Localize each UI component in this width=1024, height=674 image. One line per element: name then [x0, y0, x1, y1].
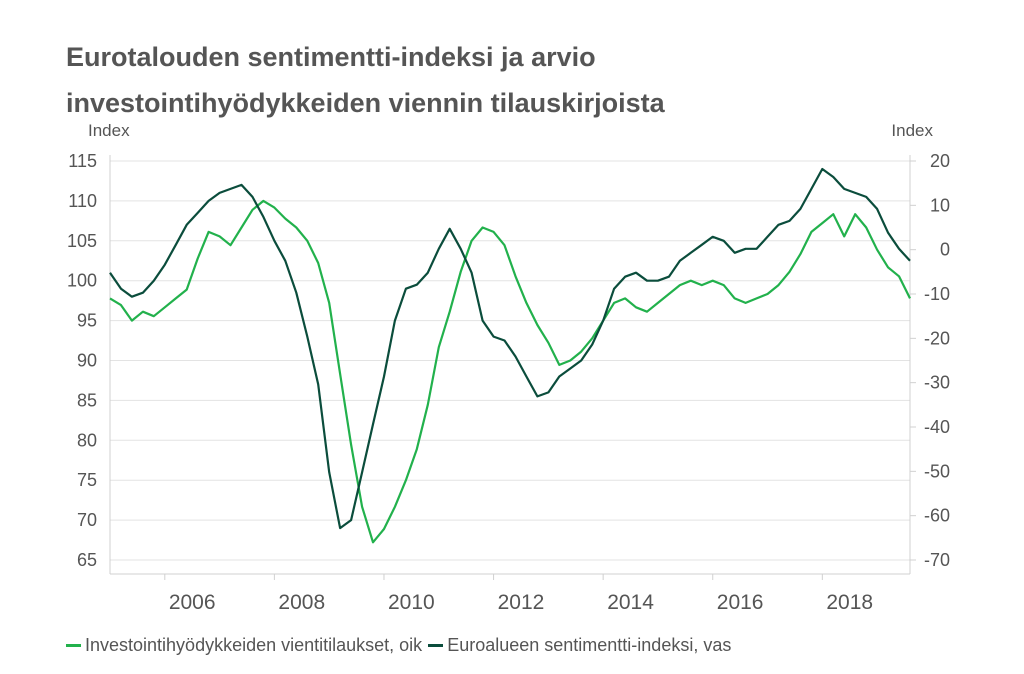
right-axis-tick-label: -10 — [924, 284, 950, 304]
x-axis-tick-label: 2016 — [717, 591, 764, 614]
left-axis-tick-label: 65 — [77, 550, 97, 570]
legend: Investointihyödykkeiden vientitilaukset,… — [66, 632, 731, 658]
x-axis-tick-label: 2012 — [498, 591, 545, 614]
left-axis-tick-label: 105 — [67, 231, 97, 251]
left-axis-tick-label: 85 — [77, 390, 97, 410]
chart-title-line-1: Eurotalouden sentimentti-indeksi ja arvi… — [66, 42, 596, 72]
legend-swatch-export-orders — [66, 643, 81, 647]
right-axis-unit-label: Index — [891, 121, 933, 140]
left-axis-tick-label: 95 — [77, 311, 97, 331]
x-axis-ticks: 2006 2008 2010 2012 2014 2016 2018 — [164, 574, 873, 614]
right-axis-tick-label: 20 — [930, 151, 950, 171]
x-axis-tick-label: 2018 — [826, 591, 873, 614]
left-axis-tick-label: 80 — [77, 430, 97, 450]
left-axis-tick-label: 90 — [77, 351, 97, 371]
left-axis-ticks: 115 110 105 100 95 90 85 80 75 70 65 — [67, 151, 97, 570]
axes — [109, 155, 911, 575]
series-line-sentiment-index — [109, 167, 911, 530]
legend-label-sentiment-index: Euroalueen sentimentti-indeksi, vas — [447, 634, 732, 655]
left-axis-tick-label: 115 — [68, 151, 97, 171]
x-axis-tick-label: 2014 — [607, 591, 654, 614]
legend-swatch-sentiment-index — [428, 643, 444, 647]
x-axis-tick-label: 2006 — [169, 591, 216, 614]
right-axis-tick-label: 0 — [940, 240, 950, 260]
left-axis-tick-label: 110 — [68, 191, 97, 211]
x-axis-tick-label: 2010 — [388, 591, 435, 614]
right-axis-tick-label: -30 — [924, 373, 950, 393]
gridlines — [110, 160, 910, 561]
right-axis-tick-label: -50 — [924, 461, 950, 481]
legend-label-export-orders: Investointihyödykkeiden vientitilaukset,… — [85, 634, 423, 655]
series-line-export-orders — [109, 199, 911, 544]
legend-item-export-orders: Investointihyödykkeiden vientitilaukset,… — [66, 635, 422, 656]
right-axis-tick-label: -40 — [924, 417, 950, 437]
chart-title: Eurotalouden sentimentti-indeksi ja arvi… — [66, 34, 966, 126]
legend-item-sentiment-index: Euroalueen sentimentti-indeksi, vas — [428, 635, 731, 656]
right-axis-tick-label: -60 — [924, 506, 950, 526]
chart-title-line-2: investointihyödykkeiden viennin tilauski… — [66, 88, 665, 118]
right-axis-tick-label: 10 — [930, 195, 950, 215]
left-axis-tick-label: 75 — [77, 470, 97, 490]
series-lines — [109, 167, 911, 544]
right-axis-tick-label: -20 — [924, 328, 950, 348]
left-axis-unit-label: Index — [88, 121, 130, 140]
left-axis-tick-label: 70 — [77, 510, 97, 530]
x-axis-tick-label: 2008 — [278, 591, 325, 614]
right-axis-ticks: 20 10 0 -10 -20 -30 -40 -50 -60 -70 — [910, 151, 950, 570]
left-axis-tick-label: 100 — [67, 271, 97, 291]
right-axis-tick-label: -70 — [924, 550, 950, 570]
